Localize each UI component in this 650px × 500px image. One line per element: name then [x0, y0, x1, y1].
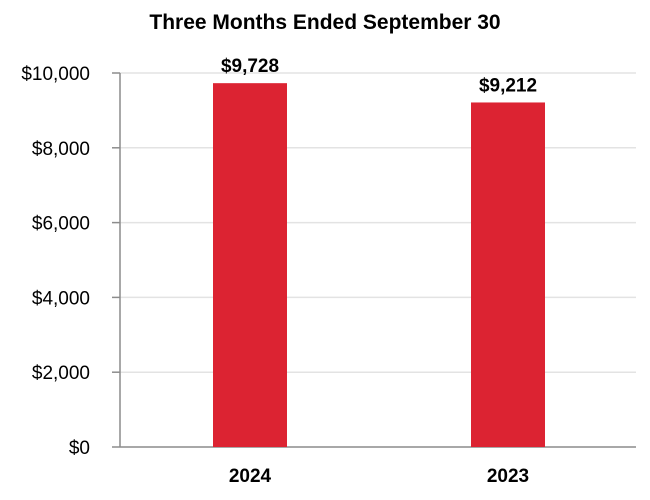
y-tick-label: $4,000 [32, 288, 90, 309]
axes [112, 72, 636, 448]
y-tick-label: $0 [69, 438, 90, 459]
chart-title: Three Months Ended September 30 [149, 11, 500, 34]
y-tick-label: $10,000 [21, 64, 90, 85]
labels: $0 $2,000 $4,000 $6,000 $8,000 $10,000 $9,728 2… [21, 56, 537, 487]
y-tick-label: $2,000 [32, 363, 90, 384]
x-tick-label: 2024 [229, 466, 272, 487]
y-tick-label: $8,000 [32, 139, 90, 160]
grid-lines [120, 72, 636, 373]
data-label: $9,728 [221, 56, 279, 77]
data-label: $9,212 [479, 75, 537, 96]
y-tick-label: $6,000 [32, 214, 90, 235]
x-tick-label: 2023 [487, 466, 529, 487]
bar-2024 [213, 83, 287, 448]
bar-2023 [471, 102, 545, 448]
bars [213, 83, 545, 448]
